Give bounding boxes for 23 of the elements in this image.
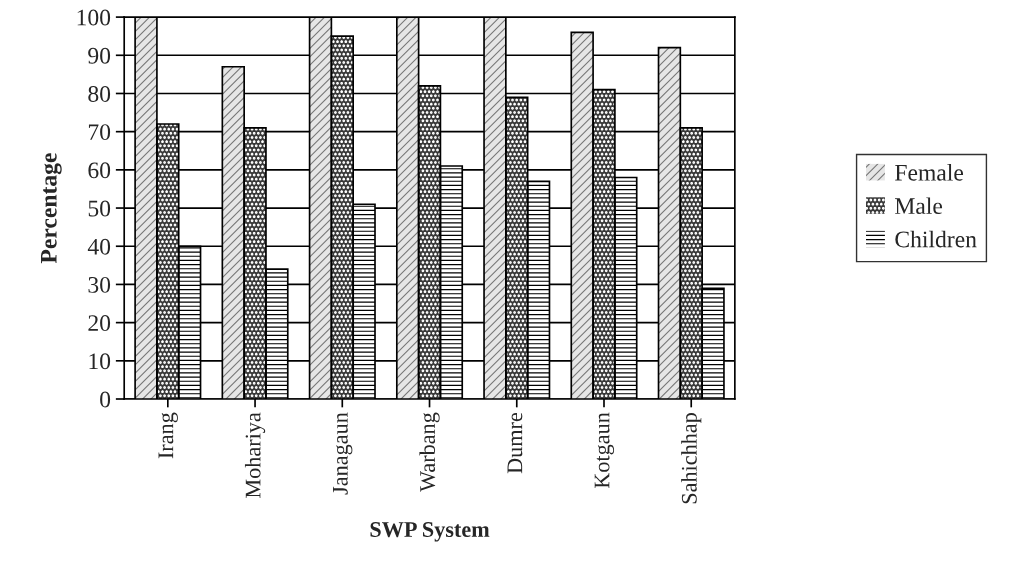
legend-label: Male [895,197,943,215]
x-axis-title: SWP System [370,522,490,542]
y-tick-label: 50 [88,200,111,217]
y-tick-label: 80 [88,85,111,102]
x-tick-label: Mohariya [244,412,266,498]
legend-label: Female [895,164,964,181]
x-tick-label: Irang [158,412,178,459]
y-axis-title: Percentage [41,153,62,264]
x-tick-label: Warbang [419,412,440,492]
x-tick-label: Dumre [507,412,523,474]
y-tick-label: 0 [100,391,111,408]
x-tick-label: Sahichhap [681,413,702,504]
y-tick-label: 40 [87,238,111,255]
x-tick-label: Kotgaun [594,412,615,489]
y-tick-label: 10 [89,353,111,370]
y-tick-label: 60 [88,162,111,179]
y-tick-label: 20 [88,315,111,332]
y-tick-label: 90 [88,47,111,64]
legend-label: Children [895,230,977,248]
y-tick-label: 100 [77,9,111,26]
y-tick-label: 30 [88,276,111,293]
x-tick-label: Janagaun [333,412,353,495]
y-tick-label: 70 [88,124,111,141]
